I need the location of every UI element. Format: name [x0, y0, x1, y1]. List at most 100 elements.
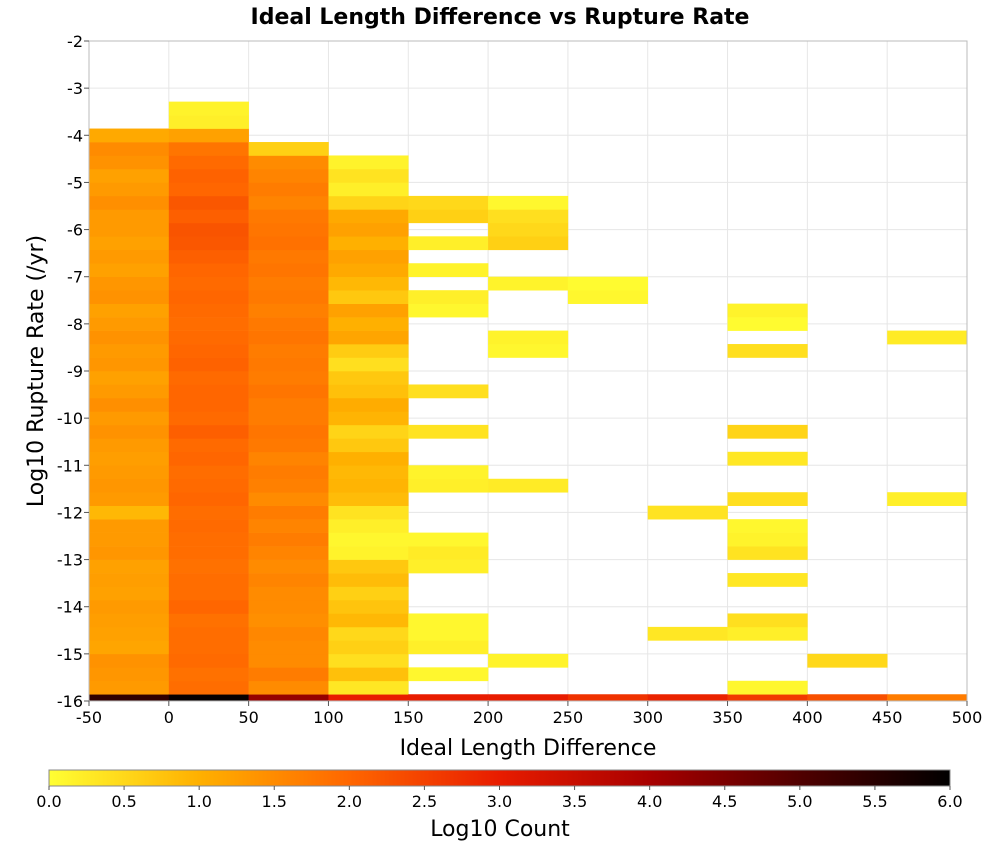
heatmap-cell	[248, 599, 329, 614]
heatmap-cell	[408, 263, 489, 278]
heatmap-cell	[887, 330, 968, 345]
heatmap-cell	[89, 465, 170, 480]
heatmap-cell	[248, 357, 329, 372]
x-tick-label: 300	[632, 708, 663, 727]
heatmap-cell	[887, 694, 968, 702]
heatmap-cell	[328, 357, 409, 372]
heatmap-cell	[248, 478, 329, 493]
heatmap-cell	[328, 465, 409, 480]
heatmap-cell	[168, 209, 249, 224]
heatmap-cell	[567, 290, 649, 304]
heatmap-cell	[168, 492, 249, 506]
heatmap-cell	[328, 599, 409, 614]
heatmap-cell	[168, 317, 249, 331]
x-tick-label: 350	[712, 708, 743, 727]
heatmap-cell	[168, 115, 249, 129]
x-tick-label: 500	[952, 708, 983, 727]
y-tick-label: -14	[57, 598, 83, 617]
heatmap-cell	[248, 168, 329, 183]
y-axis-label: Log10 Rupture Rate (/yr)	[24, 235, 49, 507]
heatmap-cell	[248, 424, 329, 439]
heatmap-cell	[89, 559, 170, 574]
heatmap-cell	[168, 653, 249, 668]
y-axis-ticks: -2 -3 -4 -5 -6 -7 -8 -9 -10 -11 -12 -13 -14 -15 -16	[57, 32, 89, 711]
heatmap-cell	[328, 680, 409, 695]
heatmap-cell	[328, 209, 409, 224]
x-tick-label: 400	[792, 708, 823, 727]
y-tick-label: -6	[67, 221, 83, 240]
chart-title: Ideal Length Difference vs Rupture Rate	[251, 5, 750, 30]
heatmap-cell	[89, 532, 170, 547]
heatmap-cell	[248, 263, 329, 278]
heatmap-cell	[168, 640, 249, 655]
colorbar-tick-label: 4.5	[712, 792, 737, 811]
heatmap-cell	[89, 519, 170, 533]
heatmap-cell	[248, 694, 329, 702]
heatmap-cell	[248, 303, 329, 318]
heatmap-cell	[168, 438, 249, 453]
heatmap-cell	[328, 303, 409, 318]
x-tick-label: -50	[76, 708, 102, 727]
heatmap-cell	[408, 209, 489, 224]
colorbar-label: Log10 Count	[430, 817, 570, 842]
heatmap-cell	[727, 344, 808, 358]
heatmap-cell	[248, 680, 329, 695]
heatmap-cell	[727, 546, 808, 560]
heatmap-cell	[168, 411, 249, 426]
colorbar-tick-label: 4.0	[637, 792, 662, 811]
heatmap-cell	[168, 101, 249, 116]
heatmap-cell	[408, 667, 489, 682]
heatmap-cell	[248, 640, 329, 655]
x-tick-label: 450	[872, 708, 903, 727]
heatmap-cell	[248, 492, 329, 506]
heatmap-cell	[168, 626, 249, 641]
heatmap-cell	[168, 384, 249, 399]
heatmap-cell	[248, 626, 329, 641]
colorbar-tick-label: 0.5	[111, 792, 136, 811]
heatmap-cell	[408, 195, 489, 210]
heatmap-cell	[248, 276, 329, 291]
heatmap-cell	[89, 411, 170, 426]
heatmap-cell	[248, 586, 329, 601]
heatmap-cell	[168, 519, 249, 533]
x-tick-label: 200	[473, 708, 504, 727]
heatmap-cell	[248, 532, 329, 547]
heatmap-cell	[248, 236, 329, 251]
heatmap-cell	[248, 451, 329, 466]
heatmap-cell	[488, 478, 569, 493]
heatmap-cell	[168, 249, 249, 264]
heatmap-cell	[89, 573, 170, 587]
heatmap-cell	[248, 613, 329, 628]
y-tick-label: -16	[57, 692, 83, 711]
x-axis-ticks: -50 0 50 100 150 200 250 300 350 400 450 500	[76, 701, 982, 727]
heatmap-cell	[328, 276, 409, 291]
y-tick-label: -13	[57, 551, 83, 570]
heatmap-cell	[647, 694, 728, 702]
heatmap-cell	[89, 438, 170, 453]
heatmap-cell	[807, 653, 888, 668]
heatmap-cell	[168, 586, 249, 601]
heatmap-cell	[328, 519, 409, 533]
y-tick-label: -9	[67, 362, 83, 381]
heatmap-cell	[408, 424, 489, 439]
heatmap-cell	[727, 532, 808, 547]
heatmap-cell	[328, 249, 409, 264]
heatmap-cell	[408, 532, 489, 547]
heatmap-cell	[168, 599, 249, 614]
heatmap-cell	[89, 209, 170, 224]
heatmap-cell	[89, 384, 170, 399]
heatmap-cell	[408, 465, 489, 480]
heatmap-cell	[727, 626, 808, 641]
heatmap-cell	[248, 142, 329, 156]
heatmap-cell	[727, 573, 808, 587]
heatmap-cell	[887, 492, 968, 506]
heatmap-cell	[89, 694, 170, 702]
heatmap-cell	[168, 532, 249, 547]
heatmap-cell	[168, 303, 249, 318]
heatmap-cell	[89, 195, 170, 210]
heatmap-cell	[807, 694, 888, 702]
heatmap-cell	[328, 492, 409, 506]
heatmap-cell	[248, 653, 329, 668]
heatmap-cell	[89, 546, 170, 560]
heatmap-cell	[328, 384, 409, 399]
